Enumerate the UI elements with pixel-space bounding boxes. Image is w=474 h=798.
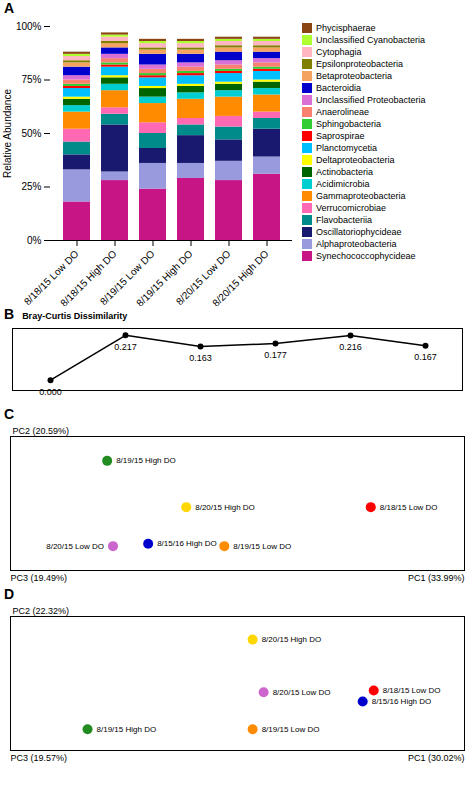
html-text:C: C <box>4 406 15 422</box>
svg-text:8/15/16 High DO: 8/15/16 High DO <box>157 539 217 548</box>
svg-text:PC3 (19.57%): PC3 (19.57%) <box>11 753 68 763</box>
svg-text:0.216: 0.216 <box>339 342 362 352</box>
html-text:Anaerolineae: Anaerolineae <box>316 107 369 117</box>
html-text:Betaproteobacteria: Betaproteobacteria <box>316 71 393 81</box>
svg-text:0%: 0% <box>27 235 42 246</box>
svg-text:0.167: 0.167 <box>414 352 437 362</box>
svg-text:8/19/15 High DO: 8/19/15 High DO <box>97 725 157 734</box>
svg-text:PC1 (33.99%): PC1 (33.99%) <box>408 573 465 583</box>
svg-text:PC2 (20.59%): PC2 (20.59%) <box>13 426 70 436</box>
svg-text:0.163: 0.163 <box>189 353 212 363</box>
html-text:Epsilonproteobacteria: Epsilonproteobacteria <box>316 59 404 69</box>
svg-text:8/20/15 High DO: 8/20/15 High DO <box>210 248 271 306</box>
svg-text:8/19/15 Low DO: 8/19/15 Low DO <box>233 542 291 551</box>
html-text:Deltaproteobacteria: Deltaproteobacteria <box>316 155 395 165</box>
html-text:Unclassified Cyanobacteria: Unclassified Cyanobacteria <box>316 35 426 45</box>
html-text:Flavobacteriia: Flavobacteriia <box>316 215 372 225</box>
svg-text:8/18/15 Low DO: 8/18/15 Low DO <box>380 503 438 512</box>
html-text:Saprospirae: Saprospirae <box>316 131 365 141</box>
svg-text:50%: 50% <box>21 128 41 139</box>
html-text:Unclassified Proteobacteria: Unclassified Proteobacteria <box>316 95 426 105</box>
svg-text:8/18/15 Low DO: 8/18/15 Low DO <box>383 686 441 695</box>
html-text:Alphaproteobacteria: Alphaproteobacteria <box>316 239 397 249</box>
svg-text:PC1 (30.02%): PC1 (30.02%) <box>408 753 465 763</box>
svg-text:8/20/15 High DO: 8/20/15 High DO <box>262 635 322 644</box>
svg-text:PC2 (22.32%): PC2 (22.32%) <box>13 606 70 616</box>
html-text:Planctomycetia: Planctomycetia <box>316 143 377 153</box>
svg-text:Relative Abundance: Relative Abundance <box>2 89 13 178</box>
html-text:Phycisphaerae: Phycisphaerae <box>316 23 376 33</box>
svg-text:8/19/15 Low DO: 8/19/15 Low DO <box>262 725 320 734</box>
svg-text:8/19/15 High DO: 8/19/15 High DO <box>116 456 176 465</box>
svg-text:0.000: 0.000 <box>39 387 62 397</box>
svg-text:8/20/15 Low DO: 8/20/15 Low DO <box>46 542 104 551</box>
svg-text:0.217: 0.217 <box>114 342 137 352</box>
svg-text:100%: 100% <box>16 21 42 32</box>
html-text:Gammaproteobacteria: Gammaproteobacteria <box>316 191 406 201</box>
html-text:Acidimicrobia: Acidimicrobia <box>316 179 370 189</box>
svg-text:8/20/15 High DO: 8/20/15 High DO <box>195 503 255 512</box>
html-text:Cytophagia: Cytophagia <box>316 47 362 57</box>
html-text:A: A <box>4 0 15 16</box>
html-text:Verrucomicrobiae: Verrucomicrobiae <box>316 203 386 213</box>
html-text:Oscillatoriophycideae: Oscillatoriophycideae <box>316 227 402 237</box>
svg-text:8/20/15 Low DO: 8/20/15 Low DO <box>273 688 331 697</box>
html-text:B: B <box>4 306 15 322</box>
svg-text:25%: 25% <box>21 181 41 192</box>
svg-text:75%: 75% <box>21 74 41 85</box>
svg-text:8/15/16 High DO: 8/15/16 High DO <box>372 697 432 706</box>
html-text:Bray-Curtis Dissimilarity: Bray-Curtis Dissimilarity <box>22 311 128 321</box>
html-text:Actinobacteria: Actinobacteria <box>316 167 373 177</box>
svg-text:0.177: 0.177 <box>264 350 287 360</box>
html-text:Bacteroidia: Bacteroidia <box>316 83 361 93</box>
html-text:Sphingobacteria: Sphingobacteria <box>316 119 382 129</box>
svg-text:PC3 (19.49%): PC3 (19.49%) <box>11 573 68 583</box>
html-text:Synechococcophycideae: Synechococcophycideae <box>316 251 416 261</box>
html-text:D: D <box>4 586 15 602</box>
